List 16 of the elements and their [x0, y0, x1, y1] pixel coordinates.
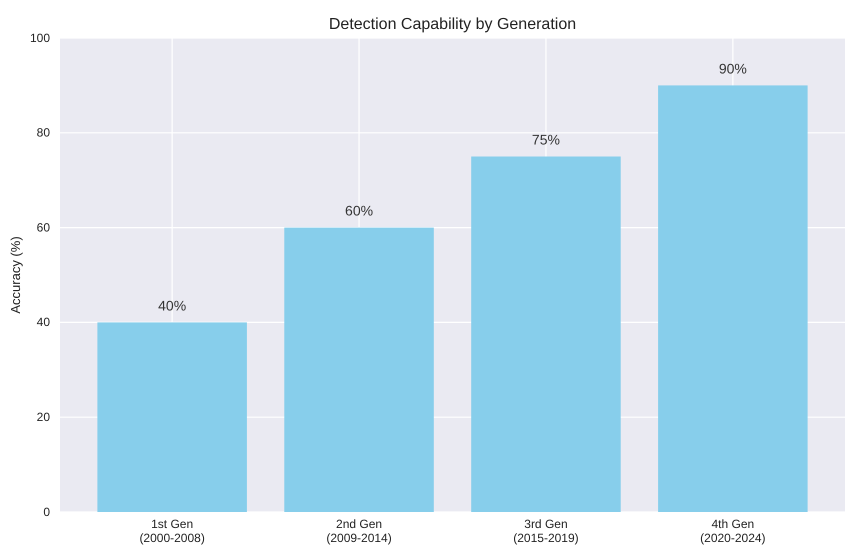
y-tick-label: 40 — [36, 315, 50, 330]
y-tick-label: 60 — [36, 220, 50, 234]
y-tick-label: 80 — [36, 126, 50, 140]
y-axis-title: Accuracy (%) — [8, 236, 23, 314]
chart-title: Detection Capability by Generation — [328, 16, 576, 33]
data-label: 90% — [718, 60, 747, 76]
y-tick-label: 0 — [43, 504, 50, 519]
x-tick-label: 1st Gen (2000-2008) — [139, 517, 205, 545]
x-tick-label: 3rd Gen (2015-2019) — [513, 517, 579, 545]
data-label: 75% — [532, 132, 560, 148]
x-tick-label: 4th Gen (2020-2024) — [700, 517, 766, 545]
data-label: 40% — [158, 297, 186, 314]
y-tick-label: 100 — [30, 30, 50, 45]
y-tick-label: 20 — [36, 410, 50, 424]
x-tick-label: 2nd Gen (2009-2014) — [326, 517, 392, 545]
data-label: 60% — [345, 202, 374, 219]
